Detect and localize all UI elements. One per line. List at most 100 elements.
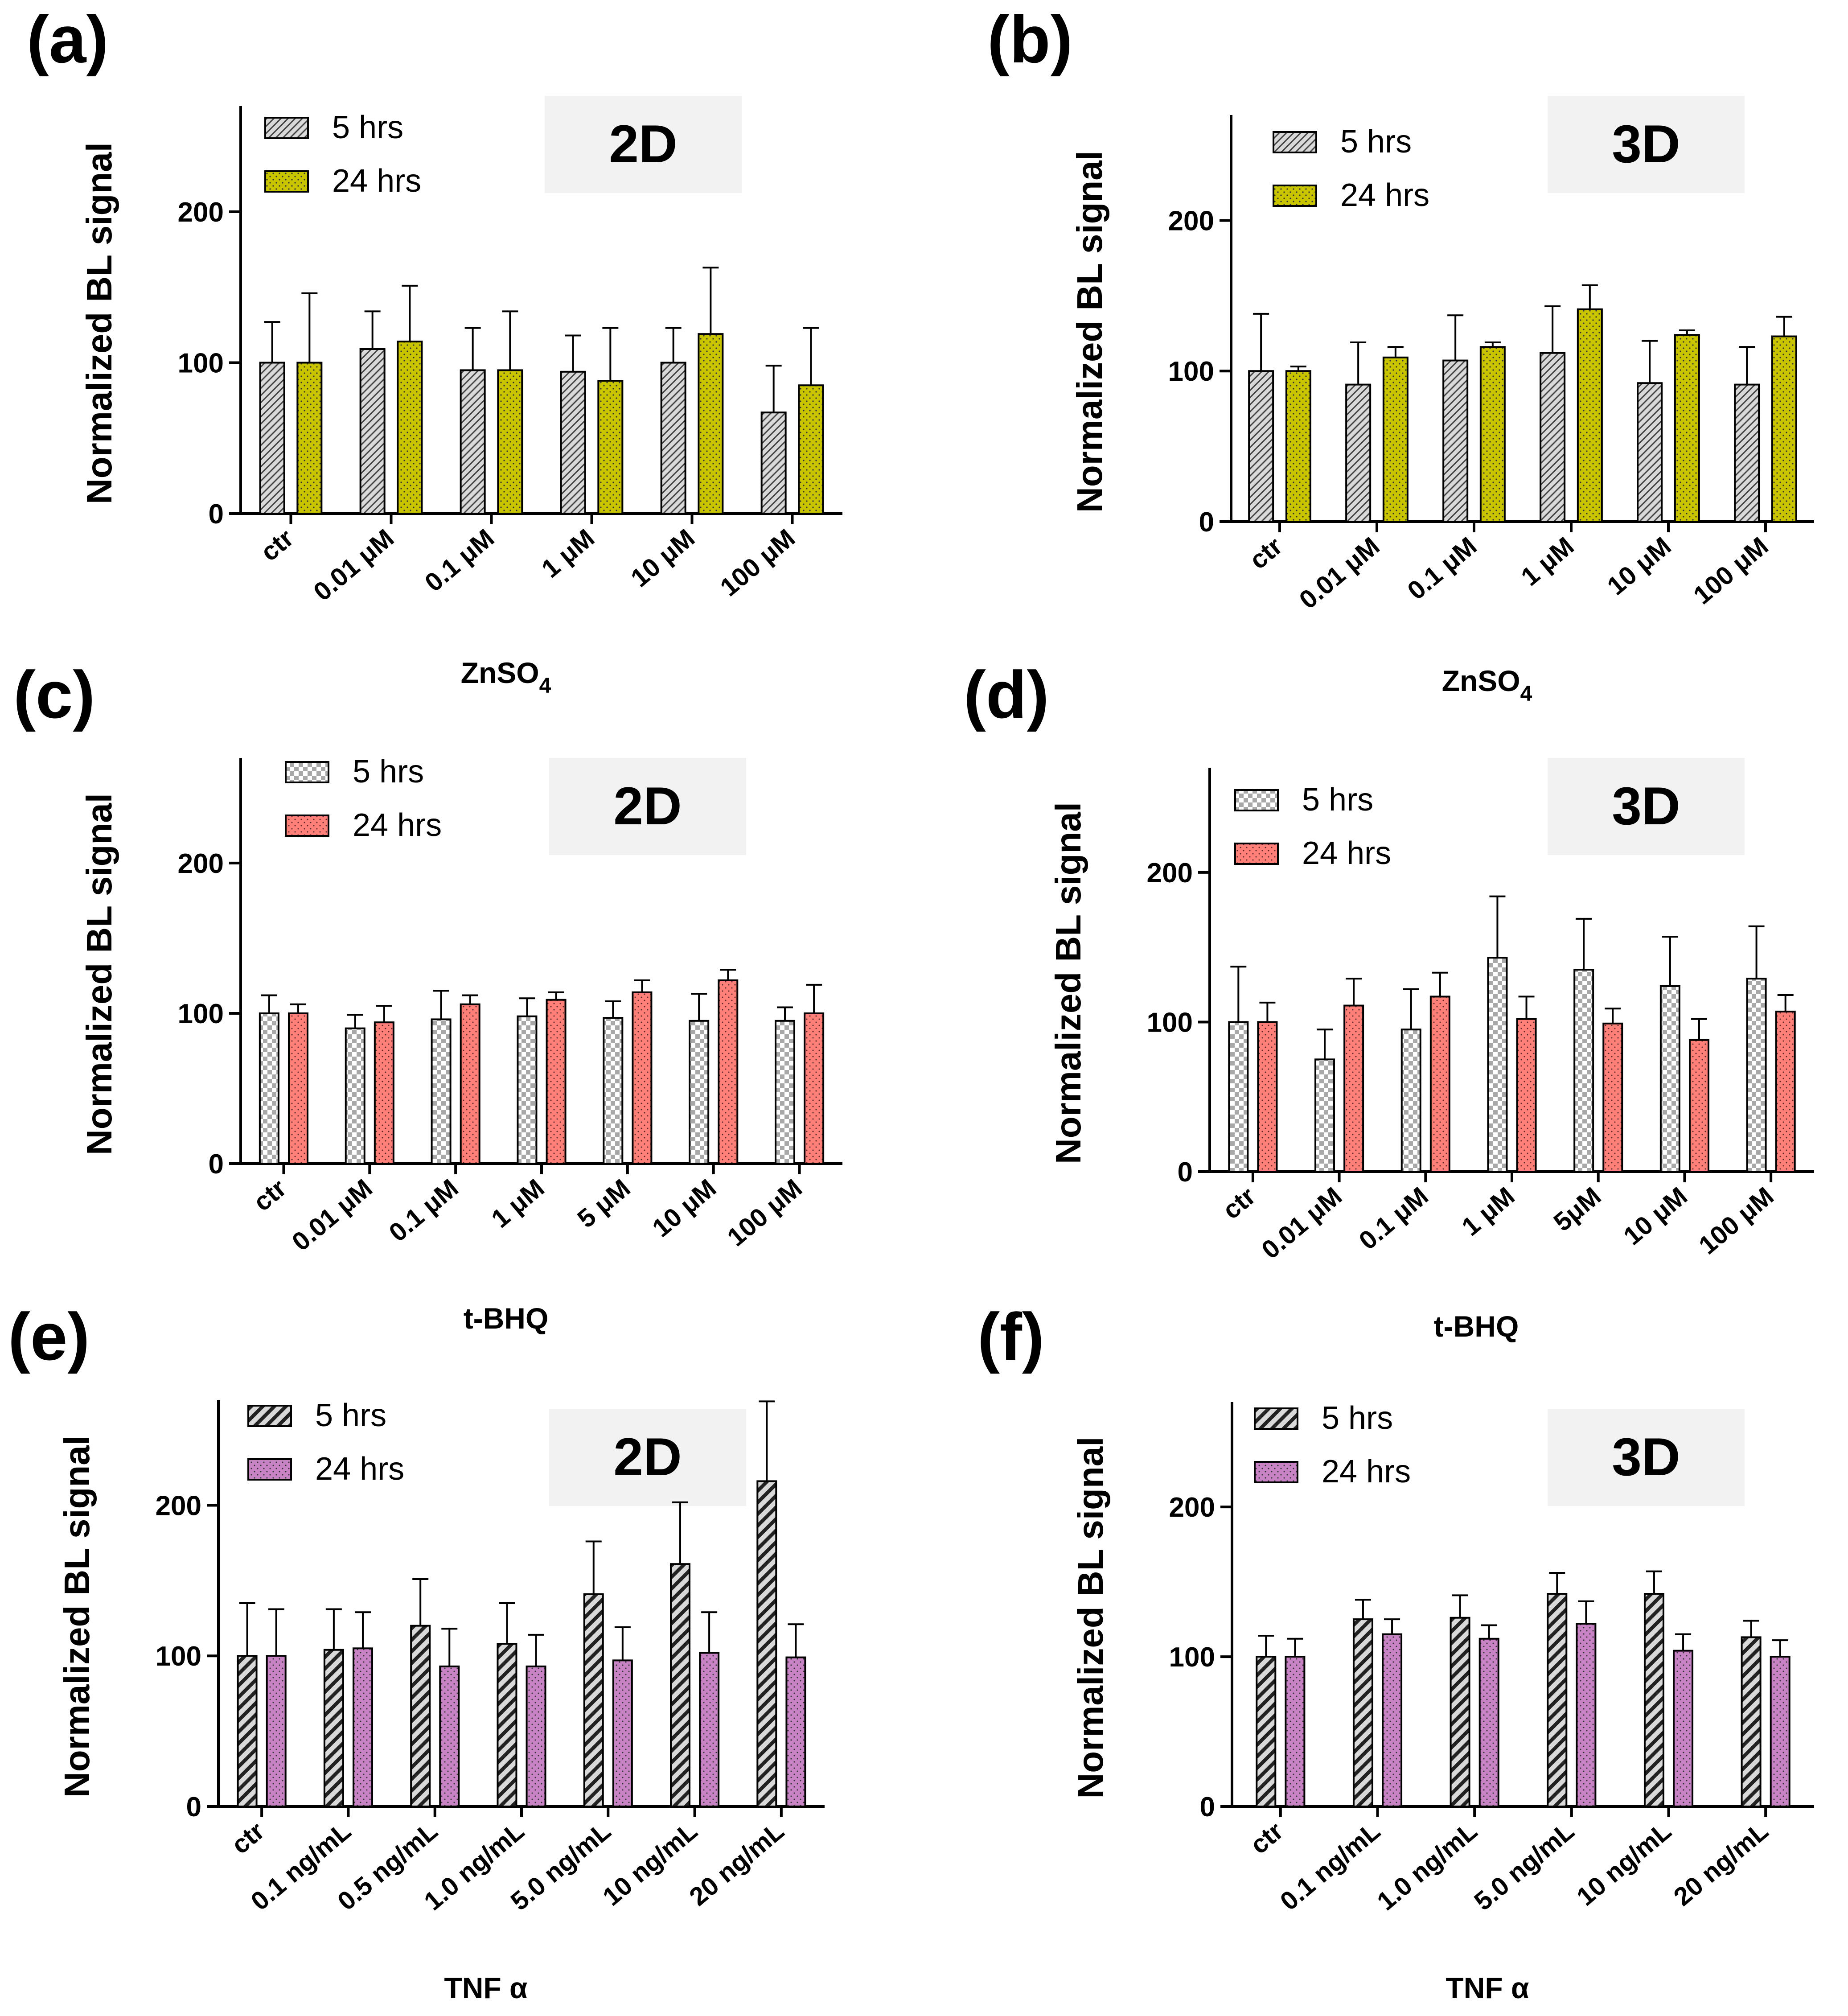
bar-5h — [1746, 978, 1767, 1173]
bar-5h — [345, 1027, 365, 1165]
bar-24h — [785, 1656, 806, 1808]
bar-24h — [1285, 1656, 1306, 1807]
x-tick-label: 10 μM — [1618, 1181, 1693, 1251]
bar-5h — [1637, 382, 1663, 523]
legend-entry-5h-swatch — [1273, 131, 1317, 153]
bar-24h — [526, 1665, 546, 1808]
bar-5h — [1248, 370, 1274, 523]
legend-entry-24h-swatch — [247, 1458, 292, 1481]
bar-5h — [1734, 383, 1760, 523]
dimension-badge-label: 2D — [609, 114, 677, 174]
legend-entry-5h-swatch — [1234, 789, 1279, 811]
panel-label: (f) — [977, 1299, 1044, 1374]
x-tick-label: 100 μM — [1693, 1181, 1779, 1260]
x-tick-label: 1 μM — [536, 523, 600, 584]
x-tick-label: 0.01 μM — [308, 523, 399, 607]
bar-5h — [431, 1018, 452, 1164]
y-tick-label: 100 — [178, 348, 224, 379]
bar-5h — [1345, 383, 1372, 523]
bar-24h — [804, 1012, 825, 1164]
bar-24h — [1771, 335, 1797, 523]
panel-label: (d) — [964, 657, 1049, 732]
y-tick-label: 200 — [1147, 858, 1193, 889]
x-tick-label: 100 μM — [722, 1173, 807, 1252]
bar-5h — [583, 1593, 604, 1808]
x-axis-label: TNF α — [444, 1971, 527, 2004]
bar-24h — [1577, 308, 1603, 523]
y-tick-label: 0 — [1178, 1157, 1193, 1188]
x-tick-label: ctr — [1217, 1181, 1261, 1225]
y-tick-label: 100 — [178, 999, 224, 1029]
legend-entry-24h-label: 24 hrs — [1302, 835, 1391, 871]
bar-5h — [689, 1020, 710, 1164]
x-tick-label: 20 ng/mL — [684, 1816, 789, 1911]
bar-5h — [1442, 359, 1469, 523]
x-tick-label: ctr — [255, 523, 299, 567]
x-tick-label: 5.0 ng/mL — [1469, 1816, 1580, 1916]
panel-label: (b) — [987, 2, 1073, 77]
chart-panel: (c) 2D 0 100 200 Normalized BL signal ctr0.01 … — [13, 657, 842, 1335]
dimension-badge — [1548, 1409, 1745, 1506]
legend-entry-5h-label: 5 hrs — [1340, 124, 1412, 160]
legend-entry-24h-label: 24 hrs — [315, 1451, 404, 1487]
dimension-badge — [1548, 96, 1745, 193]
bar-5h — [497, 1643, 517, 1807]
bar-24h — [1688, 1039, 1709, 1173]
dimension-badge — [549, 1409, 746, 1506]
bar-5h — [460, 369, 486, 514]
chart-panel: (b) 3D 0 100 200 Normalized BL signal ctr 0.01 … — [987, 2, 1814, 706]
bar-24h — [1343, 1004, 1364, 1173]
dimension-badge-label: 2D — [613, 776, 682, 836]
x-tick-label: 10 ng/mL — [1571, 1816, 1677, 1911]
legend-entry-24h-label: 24 hrs — [1340, 177, 1429, 213]
bar-24h — [798, 384, 824, 515]
bar-5h — [1400, 1029, 1421, 1173]
bar-24h — [699, 1652, 720, 1807]
bar-24h — [698, 333, 724, 514]
bar-24h — [439, 1665, 460, 1808]
dimension-badge-label: 3D — [1612, 1427, 1680, 1487]
y-tick-label: 200 — [178, 848, 224, 879]
x-tick-label: 10 μM — [625, 523, 700, 592]
bar-24h — [287, 1012, 308, 1164]
legend-entry-24h-swatch — [1234, 843, 1279, 865]
x-tick-label: 0.1 μM — [1402, 531, 1482, 605]
x-axis-label: t-BHQ — [1434, 1310, 1519, 1343]
bar-5h — [1573, 969, 1594, 1173]
x-tick-label: 5μM — [1548, 1181, 1606, 1237]
legend-entry-5h-swatch — [1254, 1407, 1298, 1430]
x-tick-label: 0.01 μM — [287, 1173, 378, 1257]
x-tick-label: ctr — [1244, 531, 1288, 575]
dimension-badge-label: 2D — [613, 1427, 682, 1487]
y-tick-label: 200 — [156, 1490, 201, 1521]
legend-entry-24h-swatch — [264, 170, 309, 193]
x-axis-label-subscript: 4 — [539, 674, 551, 698]
bar-5h — [1352, 1618, 1373, 1807]
dimension-badge-label: 3D — [1612, 114, 1680, 174]
x-tick-label: 1 μM — [486, 1173, 550, 1234]
x-tick-label: 20 ng/mL — [1668, 1816, 1774, 1911]
bar-24h — [374, 1021, 394, 1165]
legend-entry-5h-label: 5 hrs — [353, 754, 424, 790]
panel-label: (a) — [27, 2, 108, 77]
legend-entry-5h-label: 5 hrs — [315, 1398, 386, 1433]
x-axis-label: ZnSO4 — [1442, 664, 1532, 706]
bar-5h — [560, 370, 586, 514]
x-tick-label: 0.01 μM — [1256, 1181, 1347, 1265]
x-tick-label: 10 μM — [647, 1173, 722, 1243]
panel-label: (e) — [8, 1299, 90, 1374]
dimension-badge — [549, 758, 746, 855]
x-tick-label: 0.01 μM — [1294, 531, 1385, 615]
dimension-badge-label: 3D — [1612, 776, 1680, 836]
x-tick-label: 10 ng/mL — [597, 1816, 703, 1911]
bar-24h — [1516, 1018, 1537, 1173]
bar-24h — [296, 362, 323, 515]
x-tick-label: 1.0 ng/mL — [1372, 1816, 1483, 1916]
x-tick-label: 1 μM — [1456, 1181, 1520, 1242]
y-axis-label: Normalized BL signal — [79, 793, 119, 1155]
bar-5h — [1643, 1592, 1664, 1807]
bar-5h — [660, 362, 686, 515]
bar-5h — [1741, 1636, 1762, 1808]
